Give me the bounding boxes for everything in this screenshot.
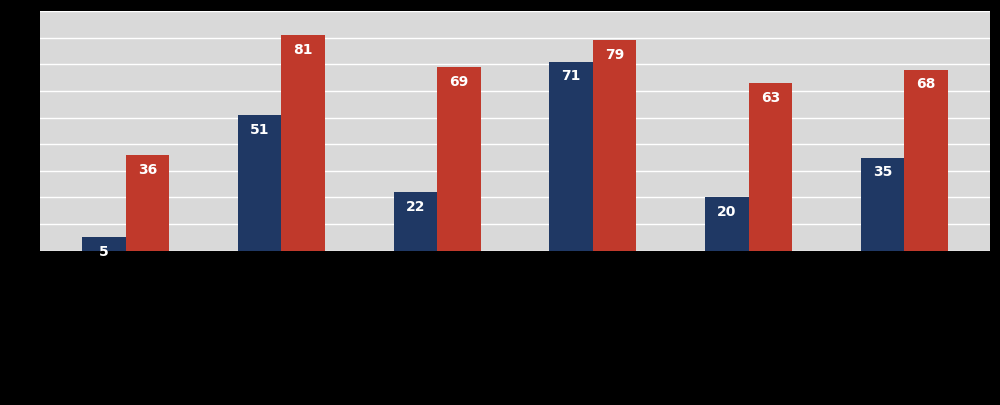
Text: 81: 81 — [293, 43, 313, 57]
Bar — [861, 158, 904, 251]
Bar — [82, 238, 126, 251]
Bar — [126, 156, 169, 251]
Bar — [238, 116, 281, 251]
Text: 79: 79 — [605, 48, 624, 62]
Text: 69: 69 — [449, 75, 469, 89]
Bar — [705, 198, 749, 251]
Text: 51: 51 — [250, 122, 269, 136]
Text: 20: 20 — [717, 205, 736, 219]
Bar — [394, 193, 437, 251]
Text: 68: 68 — [916, 77, 936, 91]
Text: 63: 63 — [761, 90, 780, 104]
Bar — [549, 63, 593, 251]
Bar — [749, 84, 792, 251]
Text: 5: 5 — [99, 245, 109, 258]
Text: 35: 35 — [873, 165, 892, 179]
Text: 22: 22 — [406, 199, 425, 213]
Bar — [593, 41, 636, 251]
Text: 36: 36 — [138, 162, 157, 176]
Bar — [904, 70, 948, 251]
Bar — [437, 68, 481, 251]
Bar — [281, 36, 325, 251]
Text: 71: 71 — [561, 69, 581, 83]
